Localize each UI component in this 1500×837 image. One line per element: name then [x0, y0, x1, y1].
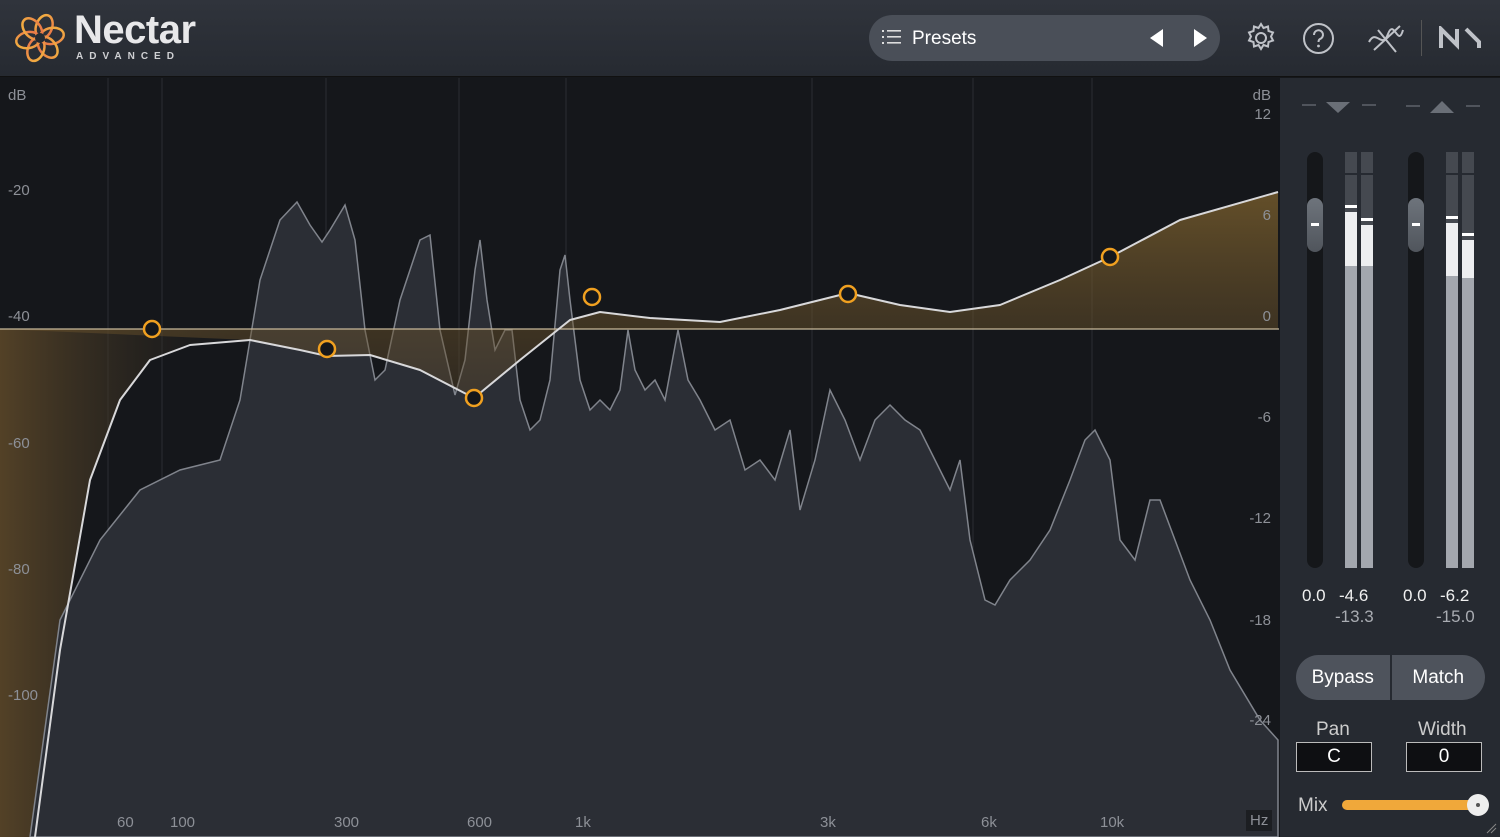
freq-tick: 600 [467, 814, 493, 831]
previous-preset-icon[interactable] [1149, 28, 1165, 48]
freq-tick: 300 [334, 814, 360, 831]
freq-unit: Hz [1246, 810, 1273, 831]
right-axis-tick: -24 [1249, 712, 1271, 729]
left-axis-tick: -20 [8, 182, 30, 199]
output-gain-value[interactable]: 0.0 [1403, 586, 1427, 605]
izotope-logo-icon[interactable] [1366, 20, 1406, 58]
eq-node-3[interactable] [464, 388, 484, 408]
freq-tick: 60 [117, 814, 134, 831]
eq-display[interactable]: dB -20 -40 -60 -80 -100 dB 12 6 0 -6 -12… [0, 78, 1279, 837]
width-field[interactable]: 0 [1406, 742, 1482, 772]
bypass-button[interactable]: Bypass [1296, 655, 1390, 700]
input-gain-fader[interactable] [1307, 152, 1323, 568]
header-divider [1421, 20, 1422, 56]
match-button[interactable]: Match [1389, 655, 1485, 700]
eq-node-1[interactable] [142, 319, 162, 339]
eq-band-nodes [142, 247, 1120, 408]
right-axis-tick: -12 [1249, 510, 1271, 527]
left-axis-tick: -100 [8, 687, 39, 704]
freq-tick: 100 [170, 814, 196, 831]
output-peak-value: -6.2 [1440, 586, 1470, 605]
left-axis-unit: dB [8, 87, 27, 104]
output-level-meter [1446, 152, 1474, 568]
left-axis-tick: -60 [8, 435, 30, 452]
app-title: Nectar [74, 8, 196, 52]
input-peak-value: -4.6 [1339, 586, 1369, 605]
output-gain-fader[interactable] [1408, 152, 1424, 568]
eq-graph[interactable] [0, 78, 1279, 837]
right-axis-unit: dB [1252, 87, 1271, 104]
header: Nectar ADVANCED Presets [0, 0, 1500, 77]
freq-tick: 6k [981, 814, 997, 831]
spectrum-area [29, 200, 1279, 837]
native-instruments-logo-icon[interactable] [1439, 26, 1481, 50]
freq-tick: 1k [575, 814, 591, 831]
resize-grip-icon[interactable] [1485, 822, 1497, 834]
input-fader-handle[interactable] [1307, 198, 1323, 252]
right-axis-tick: 0 [1262, 308, 1271, 325]
bypass-match-group: Bypass Match [1296, 655, 1485, 700]
output-meter-header-icon [1406, 101, 1480, 113]
pan-field[interactable]: C [1296, 742, 1372, 772]
presets-bar[interactable]: Presets [869, 15, 1220, 61]
right-axis-tick: -18 [1249, 612, 1271, 629]
input-rms-value: -13.3 [1335, 607, 1374, 626]
eq-node-6[interactable] [1100, 247, 1120, 267]
freq-tick: 10k [1100, 814, 1125, 831]
right-axis-tick: 6 [1262, 207, 1271, 224]
settings-gear-icon[interactable] [1244, 21, 1278, 55]
help-icon[interactable] [1302, 22, 1335, 55]
mix-label: Mix [1298, 795, 1328, 816]
input-gain-value[interactable]: 0.0 [1302, 586, 1326, 605]
freq-tick: 3k [820, 814, 836, 831]
eq-node-2[interactable] [317, 339, 337, 359]
mix-slider-fill [1342, 800, 1478, 810]
app-subtitle: ADVANCED [76, 51, 180, 62]
list-icon [882, 30, 901, 44]
meter-panel: 0.0 -4.6 -13.3 0.0 -6.2 -15.0 Bypass Mat… [1280, 78, 1500, 837]
eq-node-4[interactable] [582, 287, 602, 307]
left-axis-tick: -80 [8, 561, 30, 578]
eq-curve [34, 191, 1279, 837]
input-level-meter [1345, 152, 1373, 568]
nectar-logo-icon [15, 13, 65, 63]
mix-slider[interactable] [1342, 794, 1489, 816]
pan-label: Pan [1316, 719, 1350, 740]
output-rms-value: -15.0 [1436, 607, 1475, 626]
low-cut-fill [0, 329, 250, 837]
output-fader-handle[interactable] [1408, 198, 1424, 252]
eq-node-5[interactable] [838, 284, 858, 304]
left-axis-tick: -40 [8, 308, 30, 325]
next-preset-icon[interactable] [1192, 28, 1208, 48]
input-meter-header-icon [1302, 102, 1376, 113]
width-label: Width [1418, 719, 1467, 740]
right-axis-tick: -6 [1257, 409, 1271, 426]
presets-label: Presets [912, 28, 977, 49]
right-axis-tick: 12 [1254, 106, 1271, 123]
mix-slider-handle[interactable] [1467, 794, 1489, 816]
